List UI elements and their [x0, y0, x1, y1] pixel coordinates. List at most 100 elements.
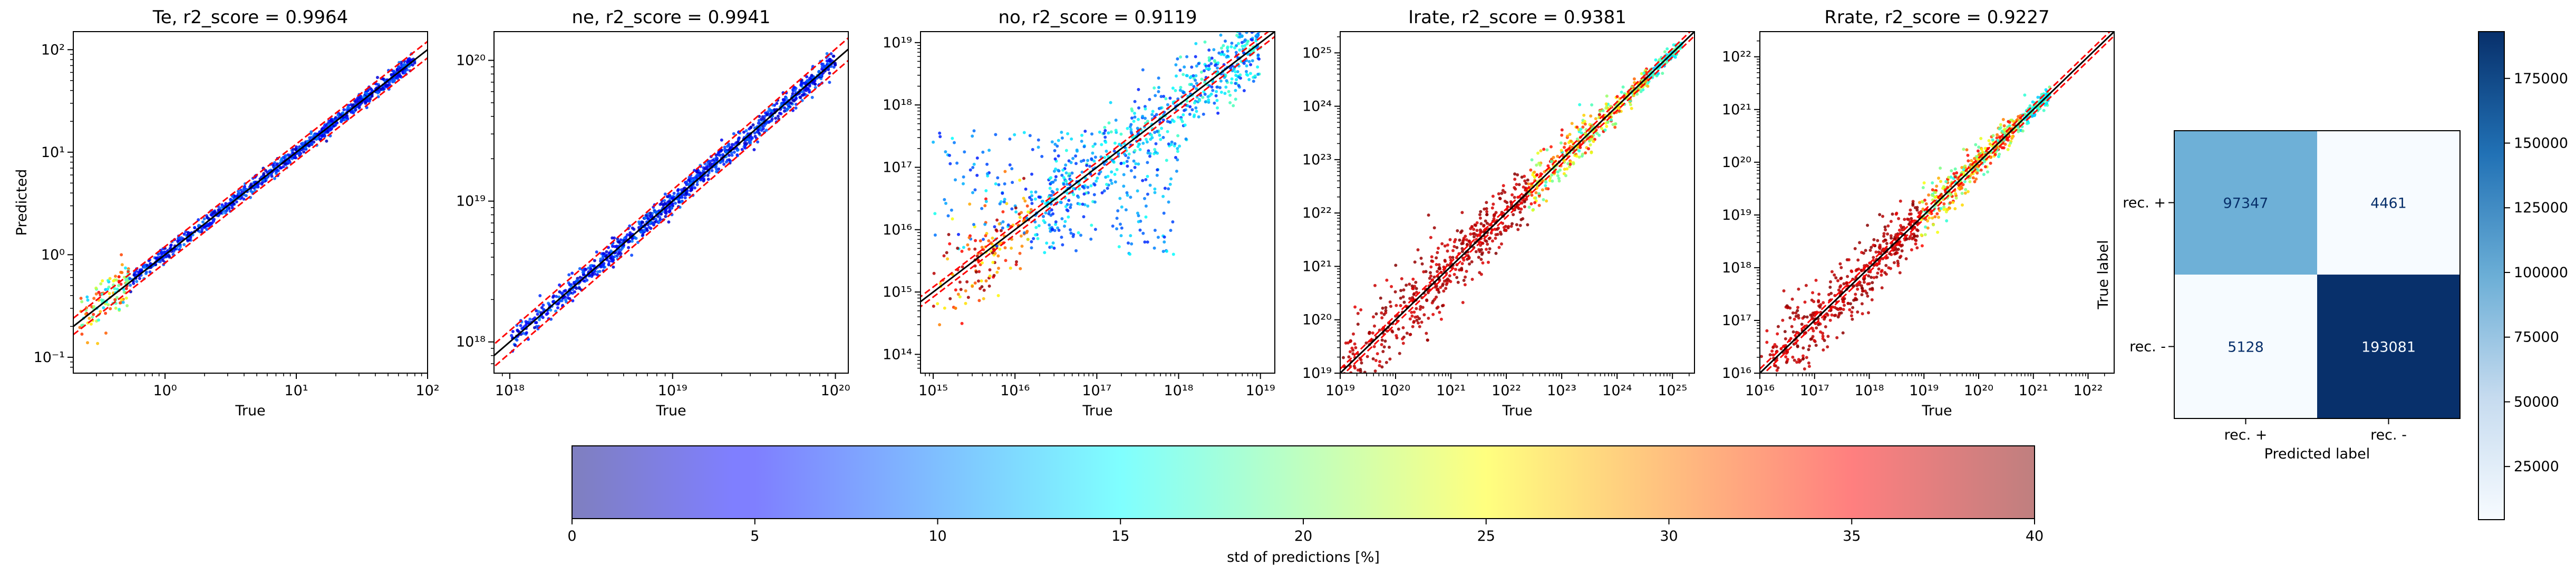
scatter-point	[1223, 23, 1226, 26]
scatter-point	[998, 222, 1001, 226]
scatter-point	[647, 226, 651, 229]
x-axis-label: True	[655, 403, 686, 419]
scatter-point	[1507, 225, 1510, 228]
scatter-point	[1071, 157, 1074, 160]
scatter-point	[1094, 228, 1097, 231]
scatter-point	[981, 246, 984, 249]
scatter-point	[1234, 70, 1237, 73]
scatter-point	[1349, 350, 1352, 353]
scatter-point	[967, 248, 971, 251]
scatter-point	[631, 227, 634, 230]
scatter-point	[1144, 117, 1147, 120]
scatter-point	[1235, 34, 1238, 37]
scatter-point	[1783, 289, 1786, 293]
scatter-point	[663, 199, 666, 202]
x-axis-label: True	[235, 403, 265, 419]
scatter-point	[1049, 176, 1052, 179]
scatter-point	[1803, 367, 1806, 371]
scatter-point	[1074, 249, 1078, 252]
scatter-point	[1583, 120, 1586, 123]
x-tick-label: 10¹⁵	[918, 383, 948, 399]
scatter-point	[1476, 221, 1479, 225]
scatter-point	[1397, 328, 1400, 331]
scatter-point	[1083, 145, 1086, 148]
scatter-point	[1030, 191, 1033, 194]
scatter-point	[1468, 262, 1471, 266]
scatter-point	[1984, 147, 1987, 150]
scatter-point	[1883, 226, 1886, 229]
scatter-point	[1134, 115, 1137, 119]
scatter-point	[1168, 121, 1171, 124]
scatter-point	[1193, 101, 1196, 104]
scatter-point	[555, 295, 558, 298]
scatter-point	[1014, 210, 1018, 213]
scatter-point	[1060, 236, 1063, 239]
y-ticks: 10⁻¹10⁰10¹10²	[34, 42, 73, 366]
scatter-point	[1188, 113, 1192, 116]
scatter-point	[1054, 168, 1057, 171]
scatter-point	[1418, 317, 1421, 320]
scatter-point	[1584, 123, 1587, 126]
scatter-point	[1169, 177, 1173, 180]
scatter-point	[97, 318, 100, 321]
scatter-point	[1376, 352, 1379, 355]
scatter-point	[1207, 48, 1210, 52]
scatter-point	[161, 259, 164, 262]
scatter-point	[1436, 251, 1439, 254]
scatter-point	[582, 271, 585, 274]
scatter-point	[2026, 122, 2029, 125]
scatter-point	[1531, 209, 1534, 212]
scatter-point	[1764, 402, 1767, 405]
scatter-point	[352, 111, 355, 114]
scatter-point	[1010, 247, 1013, 250]
scatter-point	[1100, 143, 1103, 146]
scatter-point	[1003, 170, 1006, 173]
y-tick-label: 10¹	[41, 144, 65, 161]
scatter-point	[1502, 189, 1505, 192]
scatter-point	[358, 96, 361, 100]
scatter-point	[1051, 190, 1054, 193]
scatter-point	[1025, 231, 1028, 234]
scatter-point	[1051, 140, 1054, 143]
scatter-point	[1878, 213, 1881, 216]
scatter-point	[1485, 248, 1488, 251]
scatter-point	[676, 189, 680, 192]
scatter-point	[1437, 306, 1440, 309]
scatter-point	[1903, 218, 1906, 221]
scatter-point	[1842, 332, 1845, 335]
scatter-point	[1220, 91, 1223, 94]
scatter-point	[1194, 79, 1197, 82]
scatter-point	[202, 226, 206, 229]
x-tick-label: 10¹⁸	[1164, 383, 1194, 399]
scatter-point	[795, 106, 798, 110]
x-tick-label: 10¹⁷	[1082, 383, 1111, 399]
scatter-point	[1076, 149, 1079, 152]
scatter-point	[1429, 271, 1432, 274]
scatter-point	[948, 154, 951, 157]
scatter-point	[1137, 106, 1140, 110]
scatter-point	[1939, 180, 1942, 183]
scatter-point	[1214, 64, 1217, 67]
scatter-point	[1137, 88, 1140, 91]
scatter-point	[525, 320, 528, 323]
scatter-point	[1113, 173, 1117, 176]
scatter-point	[1191, 108, 1194, 111]
scatter-point	[1141, 232, 1145, 235]
x-axis-label: True	[1502, 403, 1532, 419]
scatter-point	[1418, 325, 1421, 328]
scatter-point	[1229, 25, 1232, 28]
scatter-point	[1784, 337, 1787, 340]
scatter-point	[1226, 50, 1229, 53]
scatter-point	[1213, 102, 1216, 105]
scatter-point	[1463, 279, 1466, 282]
scatter-point	[1037, 237, 1040, 240]
scatter-point	[1185, 74, 1188, 77]
scatter-point	[280, 166, 283, 169]
scatter-point	[135, 280, 138, 283]
scatter-point	[1203, 69, 1206, 72]
scatter-point	[1083, 130, 1087, 133]
scatter-point	[612, 266, 615, 269]
scatter-point	[1580, 128, 1583, 131]
scatter-point	[1535, 163, 1538, 167]
scatter-point	[1478, 213, 1481, 216]
